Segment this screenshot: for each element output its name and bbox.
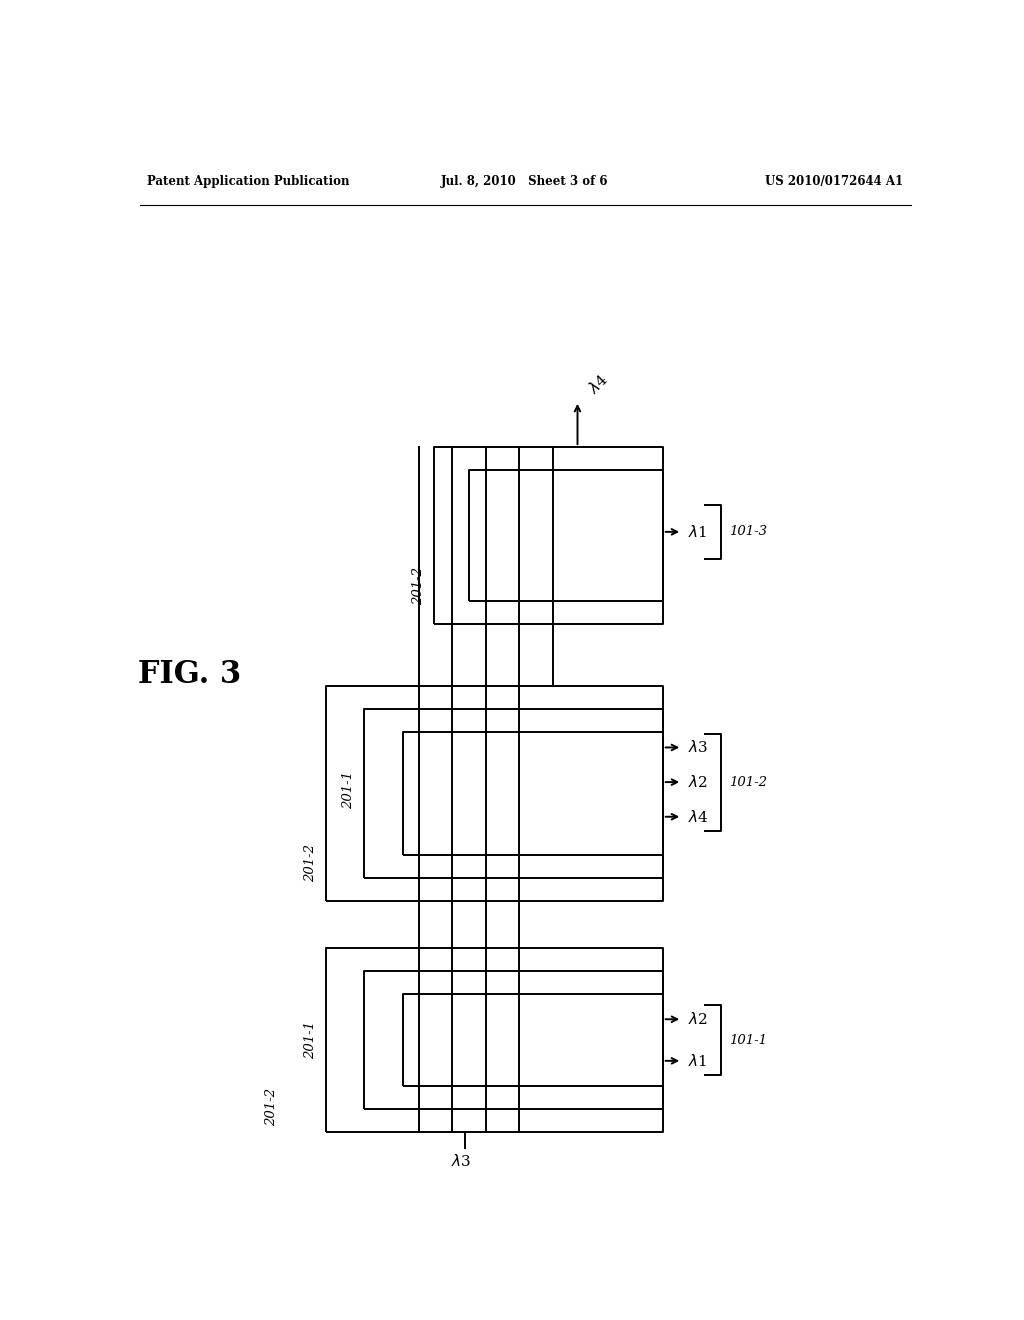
Text: 201-2: 201-2: [265, 1088, 278, 1126]
Text: $\lambda$4: $\lambda$4: [688, 809, 709, 825]
Text: 201-1: 201-1: [304, 1022, 316, 1059]
Text: FIG. 3: FIG. 3: [138, 659, 242, 690]
Text: Jul. 8, 2010   Sheet 3 of 6: Jul. 8, 2010 Sheet 3 of 6: [441, 176, 608, 187]
Text: $\lambda$2: $\lambda$2: [688, 774, 709, 791]
Text: $\lambda$1: $\lambda$1: [688, 1053, 708, 1069]
Text: $\lambda$2: $\lambda$2: [688, 1011, 709, 1027]
Text: 201-2: 201-2: [304, 843, 316, 882]
Text: US 2010/0172644 A1: US 2010/0172644 A1: [765, 176, 903, 187]
Text: 101-3: 101-3: [729, 525, 767, 539]
Text: $\lambda$4: $\lambda$4: [586, 371, 611, 397]
Text: Patent Application Publication: Patent Application Publication: [147, 176, 350, 187]
Text: $\lambda$1: $\lambda$1: [688, 524, 708, 540]
Text: $\lambda$3: $\lambda$3: [688, 739, 709, 755]
Text: 201-2: 201-2: [412, 566, 425, 605]
Text: 101-2: 101-2: [729, 776, 767, 788]
Text: 101-1: 101-1: [729, 1034, 767, 1047]
Text: $\lambda$3: $\lambda$3: [452, 1154, 471, 1170]
Text: 201-1: 201-1: [342, 771, 355, 809]
